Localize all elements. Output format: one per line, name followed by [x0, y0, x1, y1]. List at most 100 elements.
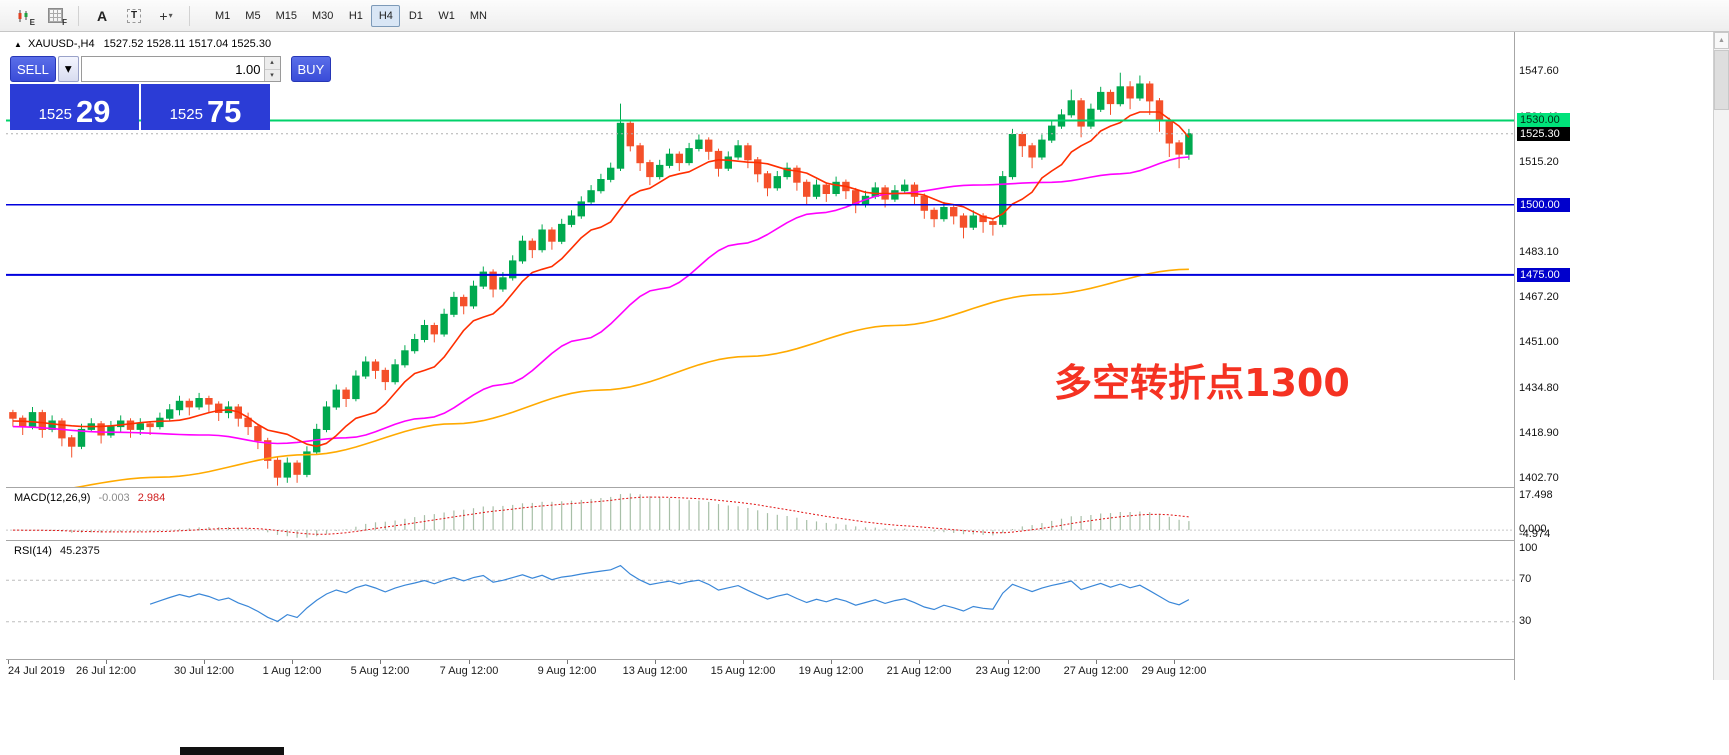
sell-price-main: 1525: [38, 106, 72, 123]
spin-down-icon[interactable]: ▾: [264, 69, 280, 81]
level-price-badge: 1530.00: [1517, 113, 1570, 127]
time-tick: [292, 660, 293, 664]
time-tick: [655, 660, 656, 664]
price-tick-label: 1467.20: [1519, 291, 1559, 303]
time-tick: [106, 660, 107, 664]
rsi-panel[interactable]: RSI(14) 45.2375: [6, 540, 1514, 659]
volume-spinner: ▴ ▾: [263, 57, 280, 81]
buy-price-box[interactable]: 1525 75: [141, 84, 270, 130]
timeframe-m15[interactable]: M15: [269, 5, 304, 27]
rsi-title: RSI(14): [14, 545, 52, 557]
macd-chart[interactable]: [6, 488, 1514, 540]
text-box-icon[interactable]: T: [119, 3, 149, 29]
level-price-badge: 1475.00: [1517, 268, 1570, 282]
timeframe-w1[interactable]: W1: [431, 5, 462, 27]
toolbar-separator: [78, 5, 79, 26]
rsi-axis-label: 100: [1519, 542, 1538, 554]
chart-annotation-text: 多空转折点1300: [1054, 361, 1350, 405]
time-tick-label: 9 Aug 12:00: [537, 665, 597, 677]
price-tick-label: 1547.60: [1519, 65, 1559, 77]
time-tick: [567, 660, 568, 664]
timeframe-m30[interactable]: M30: [305, 5, 340, 27]
rsi-value: 45.2375: [59, 545, 100, 557]
macd-label: MACD(12,26,9) -0.003 2.984: [14, 492, 165, 504]
sell-price-pips: 29: [75, 94, 111, 129]
timeframe-m1[interactable]: M1: [208, 5, 237, 27]
symbol-timeframe: XAUUSD-,H4: [27, 38, 95, 50]
timeframe-mn[interactable]: MN: [463, 5, 494, 27]
timeframe-d1[interactable]: D1: [401, 5, 430, 27]
time-tick-label: 24 Jul 2019: [8, 665, 65, 677]
one-click-trading-panel: SELL ▾ ▴ ▾ BUY 1525 29 1525: [10, 56, 332, 130]
price-tick-label: 1434.80: [1519, 382, 1559, 394]
chevron-down-icon: ▾: [64, 61, 72, 76]
main-chart-panel[interactable]: ▲ XAUUSD-,H4 1527.52 1528.11 1517.04 152…: [6, 32, 1514, 487]
time-tick: [743, 660, 744, 664]
volume-input[interactable]: [81, 57, 264, 81]
candlestick-chart-icon[interactable]: E: [8, 3, 38, 29]
grid-icon[interactable]: F: [40, 3, 70, 29]
macd-axis-label: 17.498: [1519, 489, 1553, 501]
time-tick-label: 30 Jul 12:00: [174, 665, 234, 677]
price-tick-label: 1418.90: [1519, 427, 1559, 439]
time-tick: [469, 660, 470, 664]
time-tick-label: 13 Aug 12:00: [622, 665, 688, 677]
timeframe-m5[interactable]: M5: [238, 5, 267, 27]
current-price-badge: 1525.30: [1517, 127, 1570, 141]
buy-button[interactable]: BUY: [290, 56, 332, 82]
level-price-badge: 1500.00: [1517, 198, 1570, 212]
spin-up-icon[interactable]: ▴: [264, 57, 280, 70]
time-tick: [1096, 660, 1097, 664]
time-tick: [1008, 660, 1009, 664]
scroll-up-icon[interactable]: ▲: [1714, 32, 1729, 49]
time-tick-label: 27 Aug 12:00: [1063, 665, 1129, 677]
time-tick-label: 21 Aug 12:00: [886, 665, 952, 677]
sell-price-box[interactable]: 1525 29: [10, 84, 139, 130]
axis-separator: [1514, 32, 1515, 680]
volume-dropdown-button[interactable]: ▾: [57, 56, 79, 82]
bottom-window-fragment: [180, 747, 284, 755]
icon-letter: E: [29, 17, 35, 27]
timeframe-h4[interactable]: H4: [371, 4, 401, 27]
time-tick-label: 1 Aug 12:00: [262, 665, 322, 677]
time-tick-label: 7 Aug 12:00: [439, 665, 499, 677]
time-tick-label: 23 Aug 12:00: [975, 665, 1041, 677]
rsi-axis-label: 30: [1519, 615, 1532, 627]
chart-header: ▲ XAUUSD-,H4 1527.52 1528.11 1517.04 152…: [14, 38, 271, 50]
scrollbar-thumb[interactable]: [1714, 50, 1729, 110]
font-a-icon[interactable]: A: [96, 7, 108, 24]
candlestick-chart[interactable]: [6, 32, 1514, 487]
toolbar: E F A T + ▾ M1 M5 M15 M30 H1 H4 D1 W1 MN: [0, 0, 1729, 32]
macd-axis-label: -4.974: [1519, 528, 1551, 540]
toolbar-separator: [189, 5, 190, 26]
price-axis[interactable]: 1547.601531.401515.201499.001483.101467.…: [1516, 32, 1586, 680]
volume-field: ▴ ▾: [80, 56, 281, 82]
macd-signal-value: 2.984: [137, 492, 166, 504]
macd-main-value: -0.003: [98, 492, 130, 504]
crosshair-tool-icon[interactable]: + ▾: [159, 7, 173, 24]
sell-button[interactable]: SELL: [10, 56, 56, 82]
time-tick: [380, 660, 381, 664]
macd-title: MACD(12,26,9): [14, 492, 91, 504]
price-tick-label: 1483.10: [1519, 246, 1559, 258]
time-axis[interactable]: 24 Jul 2019 26 Jul 12:00 30 Jul 12:00 1 Aug…: [6, 659, 1514, 680]
price-tick-label: 1451.00: [1519, 336, 1559, 348]
price-tick-label: 1515.20: [1519, 156, 1559, 168]
symbol-marker-icon: ▲: [14, 40, 22, 49]
rsi-axis-label: 70: [1519, 573, 1532, 585]
rsi-chart[interactable]: [6, 541, 1514, 659]
time-tick-label: 26 Jul 12:00: [76, 665, 136, 677]
price-tick-label: 1402.70: [1519, 472, 1559, 484]
time-tick: [204, 660, 205, 664]
time-tick: [8, 660, 9, 664]
vertical-scrollbar[interactable]: ▲: [1713, 32, 1729, 680]
macd-panel[interactable]: MACD(12,26,9) -0.003 2.984: [6, 487, 1514, 540]
icon-letter: F: [62, 17, 67, 27]
timeframe-h1[interactable]: H1: [341, 5, 370, 27]
rsi-label: RSI(14) 45.2375: [14, 545, 100, 557]
timeframe-bar: M1 M5 M15 M30 H1 H4 D1 W1 MN: [208, 4, 494, 27]
time-tick-label: 19 Aug 12:00: [798, 665, 864, 677]
ohlc-values: 1527.52 1528.11 1517.04 1525.30: [103, 38, 272, 50]
time-tick-label: 5 Aug 12:00: [350, 665, 410, 677]
